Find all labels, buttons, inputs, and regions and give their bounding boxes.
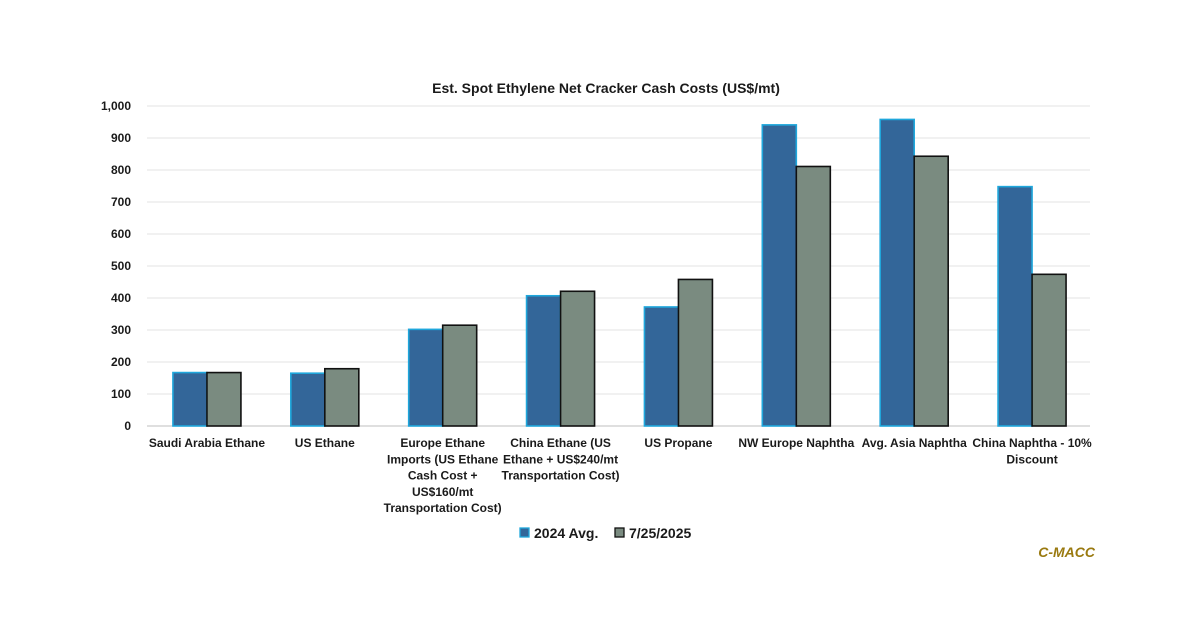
bar-series1 (407, 328, 444, 427)
bar-series2 (677, 278, 714, 427)
bar-series2 (795, 165, 832, 427)
x-tick-label: Avg. Asia Naphtha (862, 436, 967, 450)
watermark-logo: C-MACC (1038, 544, 1096, 560)
y-tick-label: 0 (124, 419, 131, 433)
bar-series1 (761, 124, 798, 427)
legend-swatch (519, 527, 530, 538)
bar-series1 (525, 294, 562, 427)
y-axis-ticks: 1,000 900 800 700 600 500 400 300 200 100 0 (101, 99, 131, 433)
bar-series2 (913, 155, 949, 427)
legend: 2024 Avg. 7/25/2025 (519, 525, 691, 541)
x-tick-label: US Ethane (295, 436, 355, 450)
bar-series1 (997, 185, 1033, 427)
bar-series2 (441, 324, 478, 427)
x-tick-label: Europe Ethane Imports (US Ethane Cash Cost… (384, 436, 502, 515)
y-tick-label: 200 (111, 355, 131, 369)
x-tick-label: US Propane (644, 436, 712, 450)
chart-title: Est. Spot Ethylene Net Cracker Cash Cost… (432, 80, 780, 96)
y-tick-label: 700 (111, 195, 131, 209)
bar-series2 (559, 290, 596, 427)
x-axis-labels: Saudi Arabia Ethane US Ethane Europe Ethan… (149, 436, 1092, 515)
bar-series1 (172, 371, 208, 427)
bar-series2 (324, 367, 360, 427)
y-tick-label: 900 (111, 131, 131, 145)
y-tick-label: 300 (111, 323, 131, 337)
x-tick-label: Saudi Arabia Ethane (149, 436, 266, 450)
legend-swatch (614, 527, 625, 538)
legend-label: 2024 Avg. (534, 525, 598, 541)
bar-series2 (1031, 273, 1067, 427)
x-tick-label: China Ethane (US Ethane + US$240/mt Transp… (502, 436, 620, 483)
bars (172, 118, 1067, 427)
y-tick-label: 600 (111, 227, 131, 241)
y-tick-label: 100 (111, 387, 131, 401)
x-tick-label: China Naphtha - 10% Discount (972, 436, 1092, 466)
bar-series2 (206, 371, 242, 427)
y-tick-label: 1,000 (101, 99, 131, 113)
x-tick-label: NW Europe Naphtha (738, 436, 854, 450)
bar-series1 (643, 306, 680, 427)
y-tick-label: 400 (111, 291, 131, 305)
bar-series1 (879, 118, 915, 427)
bar-series1 (290, 372, 326, 427)
y-tick-label: 800 (111, 163, 131, 177)
y-tick-label: 500 (111, 259, 131, 273)
legend-label: 7/25/2025 (629, 525, 691, 541)
